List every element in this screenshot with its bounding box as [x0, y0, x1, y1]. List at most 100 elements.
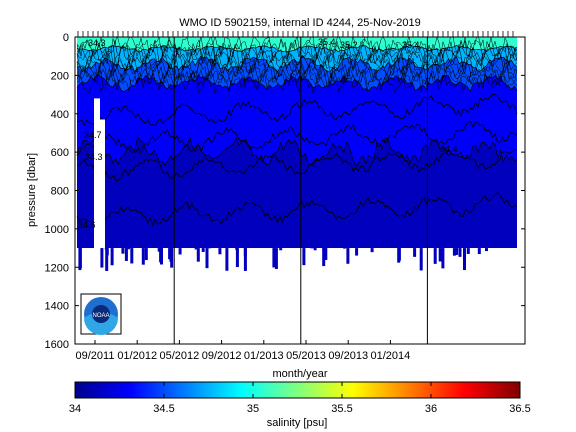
contour-line: [76, 37, 518, 56]
year-boundary-lines: [173, 37, 428, 344]
profile-depth-mark: [477, 248, 481, 255]
profile-depth-mark: [194, 248, 198, 250]
colorbar-tick-label: 34.5: [153, 403, 174, 415]
profile-depth-mark: [485, 248, 488, 252]
y-tick-label: 400: [51, 109, 69, 121]
profile-depth-mark: [397, 248, 401, 261]
colorbar-label: salinity [psu]: [267, 417, 328, 429]
contour-label: 34.4: [440, 144, 458, 154]
y-axis: 0 200 400 600 800 1000 1200 1400 1600: [45, 32, 525, 351]
profile-depth-mark: [225, 248, 229, 271]
x-tick-label: 01/2012: [117, 350, 157, 362]
contour-line: [76, 58, 518, 81]
no-data-gap: [94, 98, 100, 258]
x-axis-title: month/year: [272, 368, 327, 380]
profile-depth-mark: [452, 248, 456, 256]
profile-depth-mark: [458, 248, 462, 257]
profile-depth-mark: [196, 248, 200, 262]
profile-depth-mark: [121, 248, 125, 254]
profile-depth-mark: [463, 248, 466, 271]
contour-line: [76, 149, 518, 182]
profile-depth-mark: [170, 248, 174, 268]
x-tick-label: 05/2012: [160, 350, 200, 362]
colorbar-ticks: 34 34.5 35 35.5 36 36.5: [69, 382, 531, 415]
x-tick-label: 05/2013: [286, 350, 326, 362]
x-tick-label: 09/2013: [328, 350, 368, 362]
profile-depth-mark: [438, 248, 442, 262]
contour-label: 35.4: [402, 40, 420, 50]
contour-line: [76, 67, 518, 90]
contour-line: [76, 192, 518, 228]
colorbar-tick-label: 35.5: [331, 403, 352, 415]
profile-depth-mark: [355, 248, 359, 256]
y-tick-label: 200: [51, 70, 69, 82]
profile-depth-mark: [201, 248, 205, 252]
y-tick-label: 1200: [45, 262, 69, 274]
contour-label: 34.3: [85, 152, 103, 162]
profile-depth-mark: [433, 248, 437, 264]
salinity-layer: [77, 37, 517, 52]
profile-depth-mark: [455, 248, 459, 255]
profile-depth-mark: [466, 248, 470, 254]
contour-label: 34.7: [84, 130, 102, 140]
no-data-gap: [100, 119, 105, 258]
profile-depth-mark: [279, 248, 283, 251]
profile-depth-mark: [243, 248, 247, 271]
profile-depth-mark: [160, 248, 163, 265]
x-tick-label: 09/2012: [202, 350, 242, 362]
colorbar: [74, 381, 521, 399]
profile-depth-mark: [130, 248, 134, 264]
y-tick-label: 0: [63, 32, 69, 44]
contour-labels: 34.7 34.3 34.6 35.4 35.4 35.2 34.3 34.4: [78, 37, 458, 230]
profile-depth-mark: [274, 248, 278, 269]
contour-label: 34.3: [88, 38, 106, 48]
profile-depth-mark: [157, 248, 161, 252]
y-tick-label: 1000: [45, 224, 69, 236]
contour-line: [76, 120, 518, 156]
profile-depth-mark: [105, 248, 109, 271]
colorbar-tick-label: 35: [247, 403, 259, 415]
profile-depth-mark: [313, 248, 317, 251]
noaa-logo: NOAA: [80, 293, 122, 335]
profile-depth-mark: [324, 248, 328, 260]
profile-depth-mark: [110, 248, 114, 266]
profile-depth-mark: [141, 248, 145, 265]
contour-label: 35.2: [340, 40, 358, 50]
colorbar-tick-label: 36.5: [509, 403, 530, 415]
missing-data-gaps: [77, 98, 517, 344]
profile-depth-mark: [370, 248, 374, 253]
profile-depth-mark: [100, 248, 104, 268]
profile-depth-mark: [419, 248, 423, 271]
colorbar-tick-label: 34: [69, 403, 81, 415]
profile-depth-mark: [78, 248, 82, 269]
colorbar-tick-label: 36: [425, 403, 437, 415]
profile-time-ticks: [77, 31, 514, 37]
profile-depth-mark: [272, 248, 276, 268]
chart-title: WMO ID 5902159, internal ID 4244, 25-Nov…: [179, 17, 421, 29]
profile-depth-mark: [218, 248, 222, 255]
salinity-layer: [77, 137, 517, 249]
profile-depth-mark: [127, 248, 131, 250]
profile-depth-mark: [235, 248, 239, 268]
profile-depth-mark: [243, 248, 247, 257]
contour-line: [77, 42, 518, 64]
svg-text:NOAA: NOAA: [92, 313, 109, 319]
salinity-layers: [77, 37, 517, 249]
profile-depth-mark: [343, 248, 347, 249]
x-tick-label: 01/2013: [244, 350, 284, 362]
x-axis: 09/2011 01/2012 05/2012 09/2012 01/2013 05/20…: [76, 340, 410, 362]
contour-line: [76, 50, 518, 74]
contour-line: [76, 94, 518, 129]
profile-depth-mark: [346, 248, 350, 264]
y-tick-label: 1400: [45, 301, 69, 313]
contour-label: 35.4: [318, 37, 336, 47]
profile-depth-mark: [178, 248, 182, 255]
salinity-contours: [76, 37, 518, 228]
profile-depth-mark: [144, 248, 148, 261]
profile-depth-mark: [302, 248, 306, 266]
contour-label: 34.6: [78, 220, 96, 230]
y-tick-label: 600: [51, 147, 69, 159]
y-tick-label: 1600: [45, 339, 69, 351]
profile-depth-mark: [322, 248, 326, 252]
